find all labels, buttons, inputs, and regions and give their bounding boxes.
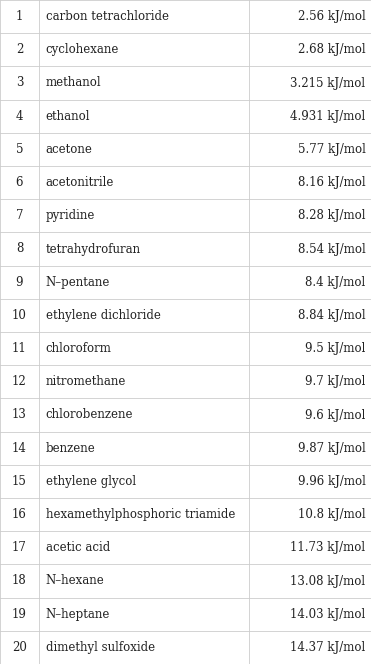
- Text: 15: 15: [12, 475, 27, 488]
- Text: N–hexane: N–hexane: [46, 574, 104, 588]
- Text: 8: 8: [16, 242, 23, 256]
- Text: 9.5 kJ/mol: 9.5 kJ/mol: [305, 342, 365, 355]
- Text: 12: 12: [12, 375, 27, 388]
- Text: 3.215 kJ/mol: 3.215 kJ/mol: [290, 76, 365, 90]
- Text: 9.7 kJ/mol: 9.7 kJ/mol: [305, 375, 365, 388]
- Text: 19: 19: [12, 608, 27, 621]
- Text: chlorobenzene: chlorobenzene: [46, 408, 133, 422]
- Text: 9.96 kJ/mol: 9.96 kJ/mol: [298, 475, 365, 488]
- Text: 13.08 kJ/mol: 13.08 kJ/mol: [290, 574, 365, 588]
- Text: 4.931 kJ/mol: 4.931 kJ/mol: [290, 110, 365, 123]
- Text: 18: 18: [12, 574, 27, 588]
- Text: 20: 20: [12, 641, 27, 654]
- Text: 2.56 kJ/mol: 2.56 kJ/mol: [298, 10, 365, 23]
- Text: 9: 9: [16, 276, 23, 289]
- Text: ethylene dichloride: ethylene dichloride: [46, 309, 161, 322]
- Text: dimethyl sulfoxide: dimethyl sulfoxide: [46, 641, 155, 654]
- Text: 14.03 kJ/mol: 14.03 kJ/mol: [290, 608, 365, 621]
- Text: 8.4 kJ/mol: 8.4 kJ/mol: [305, 276, 365, 289]
- Text: 7: 7: [16, 209, 23, 222]
- Text: 14.37 kJ/mol: 14.37 kJ/mol: [290, 641, 365, 654]
- Text: 2: 2: [16, 43, 23, 56]
- Text: acetonitrile: acetonitrile: [46, 176, 114, 189]
- Text: tetrahydrofuran: tetrahydrofuran: [46, 242, 141, 256]
- Text: 17: 17: [12, 541, 27, 554]
- Text: 5.77 kJ/mol: 5.77 kJ/mol: [298, 143, 365, 156]
- Text: cyclohexane: cyclohexane: [46, 43, 119, 56]
- Text: benzene: benzene: [46, 442, 95, 455]
- Text: 10.8 kJ/mol: 10.8 kJ/mol: [298, 508, 365, 521]
- Text: 11: 11: [12, 342, 27, 355]
- Text: ethanol: ethanol: [46, 110, 90, 123]
- Text: 6: 6: [16, 176, 23, 189]
- Text: 9.6 kJ/mol: 9.6 kJ/mol: [305, 408, 365, 422]
- Text: 11.73 kJ/mol: 11.73 kJ/mol: [290, 541, 365, 554]
- Text: 13: 13: [12, 408, 27, 422]
- Text: acetone: acetone: [46, 143, 92, 156]
- Text: carbon tetrachloride: carbon tetrachloride: [46, 10, 169, 23]
- Text: 8.84 kJ/mol: 8.84 kJ/mol: [298, 309, 365, 322]
- Text: 5: 5: [16, 143, 23, 156]
- Text: 10: 10: [12, 309, 27, 322]
- Text: 16: 16: [12, 508, 27, 521]
- Text: 2.68 kJ/mol: 2.68 kJ/mol: [298, 43, 365, 56]
- Text: 3: 3: [16, 76, 23, 90]
- Text: chloroform: chloroform: [46, 342, 112, 355]
- Text: 9.87 kJ/mol: 9.87 kJ/mol: [298, 442, 365, 455]
- Text: hexamethylphosphoric triamide: hexamethylphosphoric triamide: [46, 508, 235, 521]
- Text: methanol: methanol: [46, 76, 101, 90]
- Text: 8.54 kJ/mol: 8.54 kJ/mol: [298, 242, 365, 256]
- Text: N–pentane: N–pentane: [46, 276, 110, 289]
- Text: acetic acid: acetic acid: [46, 541, 110, 554]
- Text: pyridine: pyridine: [46, 209, 95, 222]
- Text: 14: 14: [12, 442, 27, 455]
- Text: 1: 1: [16, 10, 23, 23]
- Text: nitromethane: nitromethane: [46, 375, 126, 388]
- Text: 8.16 kJ/mol: 8.16 kJ/mol: [298, 176, 365, 189]
- Text: 4: 4: [16, 110, 23, 123]
- Text: 8.28 kJ/mol: 8.28 kJ/mol: [298, 209, 365, 222]
- Text: ethylene glycol: ethylene glycol: [46, 475, 136, 488]
- Text: N–heptane: N–heptane: [46, 608, 110, 621]
